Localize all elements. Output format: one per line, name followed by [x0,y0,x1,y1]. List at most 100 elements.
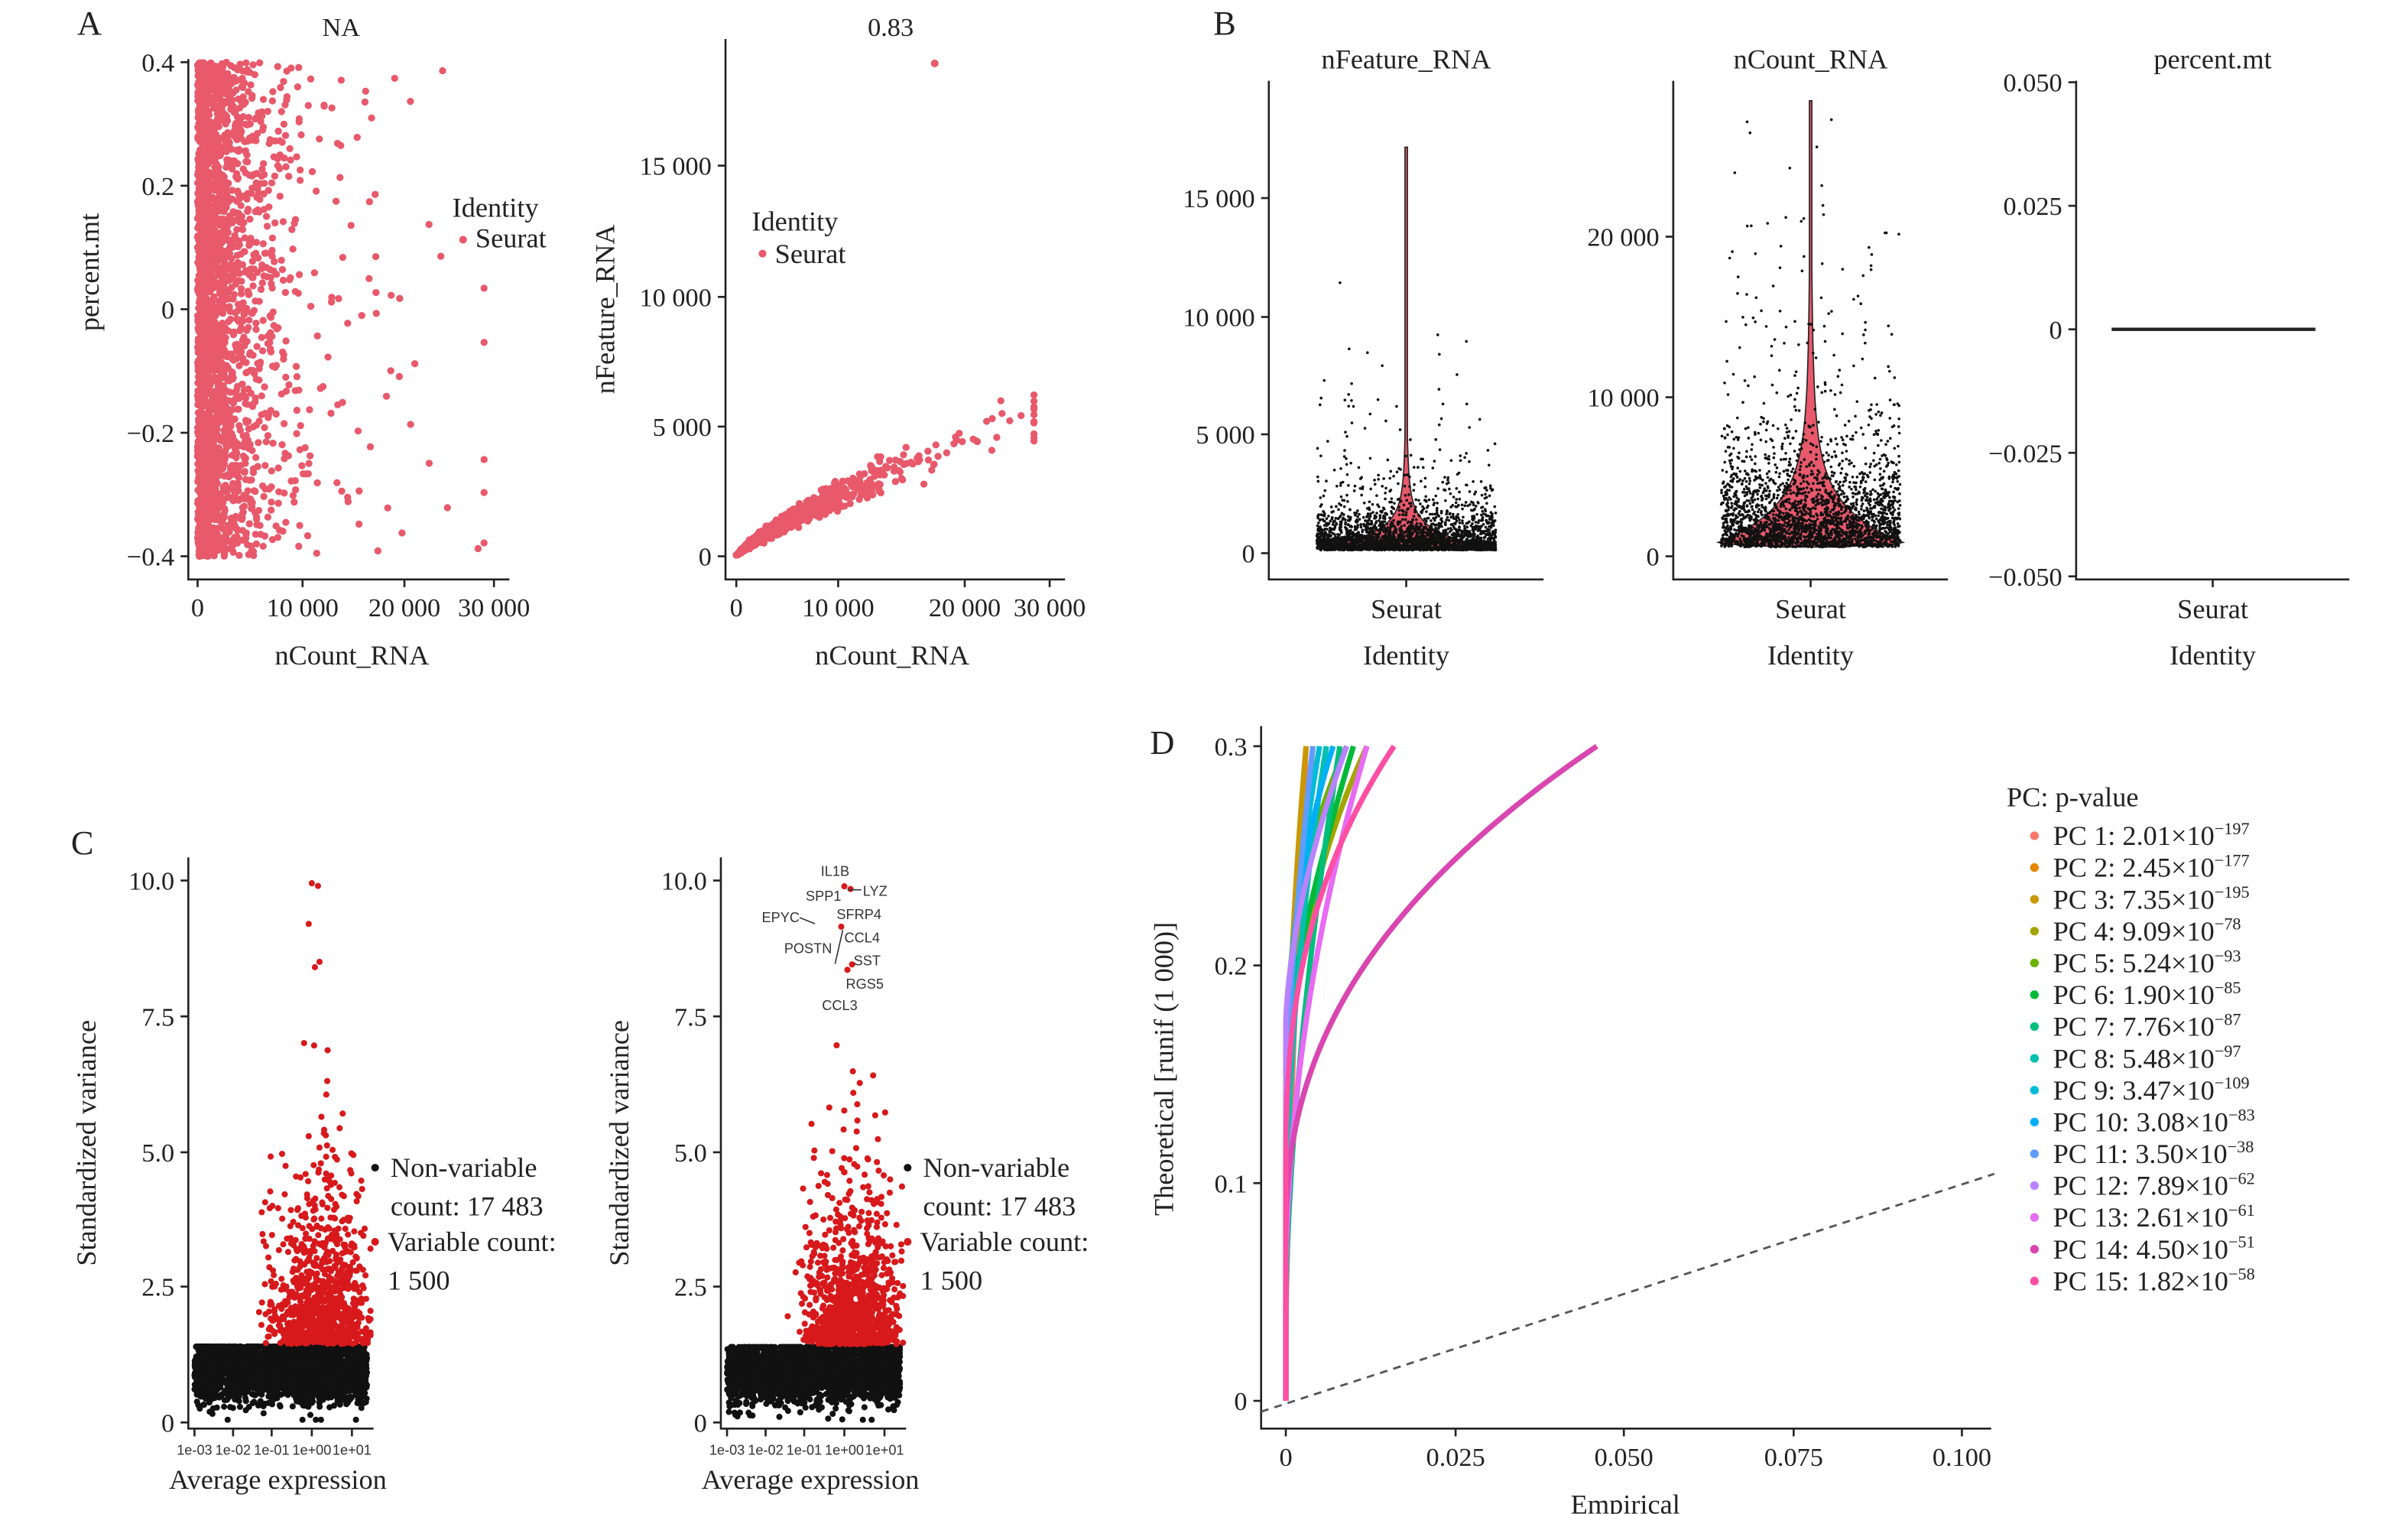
data-point [194,401,202,409]
x-axis-label: nCount_RNA [274,640,429,671]
y-tick-label: 0.4 [141,48,174,77]
data-point [252,249,260,257]
data-point [198,288,206,295]
data-point [223,353,231,361]
data-point [930,59,939,68]
data-point [235,145,243,154]
data-point [226,307,234,315]
data-point [220,207,228,216]
data-point [206,499,214,506]
data-point [286,145,294,153]
data-point [278,440,286,449]
data-point [243,151,251,159]
data-point [217,238,225,245]
data-point [229,262,237,269]
data-point [242,359,250,366]
data-point [267,314,275,321]
data-point [209,122,216,130]
data-point [211,401,219,408]
data-point [245,171,254,179]
data-point [200,249,207,256]
data-point [238,515,246,524]
data-point [222,225,230,232]
data-point [932,441,940,449]
data-point [211,476,219,483]
data-point [754,534,762,541]
data-point [200,206,208,215]
data-point [225,442,233,450]
x-tick-label: 20 000 [929,593,1001,622]
data-point [875,480,883,488]
data-point [246,215,254,223]
data-point [924,447,932,455]
data-point [245,444,254,453]
data-point [287,274,294,281]
data-point [332,197,340,205]
data-point [252,508,259,516]
data-point [328,294,336,301]
data-point [250,307,258,314]
data-point [817,486,825,494]
data-point [252,531,260,538]
data-point [891,478,900,486]
data-point [221,455,229,463]
data-point [220,284,229,291]
data-point [308,167,316,176]
data-point [238,135,245,142]
chart-title: NA [322,13,360,42]
data-point [276,151,284,159]
data-point [261,485,269,493]
y-tick-label: 0 [1241,540,1254,569]
data-point [205,514,213,521]
data-point [396,294,404,302]
data-point [268,535,277,544]
data-point [203,369,210,378]
data-point [1006,417,1014,424]
data-point [316,135,323,143]
data-point [395,372,404,381]
data-point [283,67,290,75]
data-point [811,509,819,517]
data-point [239,380,246,388]
data-point [840,484,848,492]
data-point [261,462,269,469]
data-point [997,397,1004,404]
data-point [305,460,313,467]
data-point [200,491,207,499]
data-point [268,179,276,187]
data-point [242,529,250,537]
data-point [207,305,216,313]
data-point [388,291,395,299]
data-point [207,548,215,557]
data-point [263,223,271,230]
data-point [220,550,228,557]
data-point [899,476,907,484]
axis-lines [724,39,1066,581]
data-point [242,59,250,67]
data-point [232,280,240,288]
data-point [259,317,267,324]
data-point [197,434,205,441]
data-point [206,485,213,492]
data-point [203,280,210,288]
data-point [353,133,361,141]
data-point [212,448,219,456]
data-point [216,96,224,104]
data-point [295,542,303,551]
data-point [194,168,203,176]
data-point [1030,391,1038,399]
data-point [260,492,268,500]
data-point [285,381,293,388]
data-point [874,453,881,460]
data-point [220,505,229,512]
data-point [336,174,344,181]
data-point [268,498,275,506]
data-point [239,225,246,232]
data-point [297,177,304,184]
data-point [252,488,259,495]
data-point [292,362,300,370]
data-point [196,512,205,520]
data-point [245,316,253,324]
data-point [255,360,263,369]
data-point [206,377,213,385]
